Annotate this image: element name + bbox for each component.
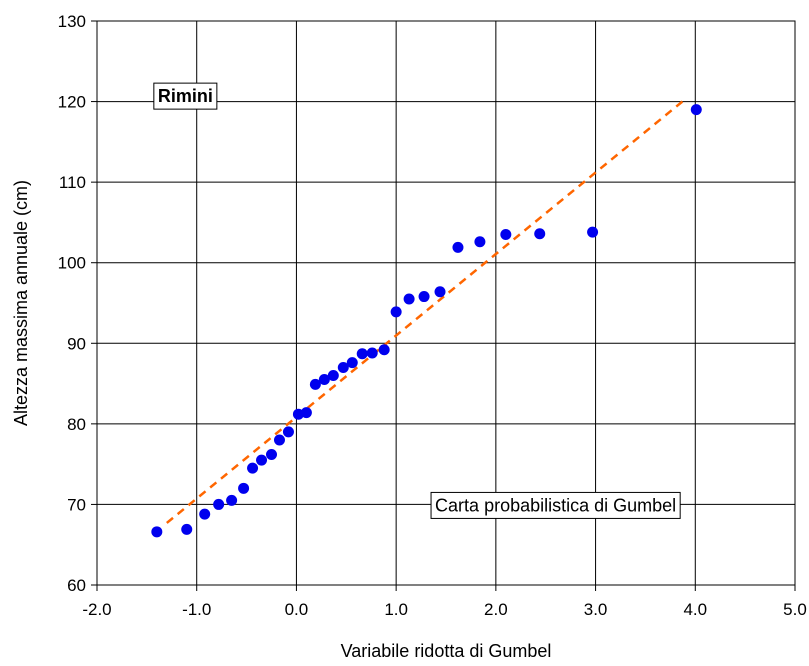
data-point xyxy=(587,226,599,238)
station-label: Rimini xyxy=(153,82,218,110)
data-point xyxy=(226,494,238,506)
data-point xyxy=(356,348,368,360)
x-axis-title: Variabile ridotta di Gumbel xyxy=(341,641,552,661)
annotation-layer: Rimini Carta probabilistica di Gumbel xyxy=(153,82,681,519)
y-tick-label: 130 xyxy=(58,12,86,31)
data-point xyxy=(309,378,321,390)
data-point xyxy=(534,228,546,240)
data-point xyxy=(199,508,211,520)
data-point xyxy=(403,293,415,305)
data-point xyxy=(346,357,358,369)
data-point xyxy=(213,498,225,510)
data-point xyxy=(366,347,378,359)
x-tick-label: -2.0 xyxy=(82,600,111,619)
data-point xyxy=(378,344,390,356)
data-point xyxy=(282,426,294,438)
chart-type-label: Carta probabilistica di Gumbel xyxy=(430,491,681,519)
data-point xyxy=(273,434,285,446)
data-point xyxy=(500,229,512,241)
tick-labels: -2.0 -1.0 0.0 1.0 2.0 3.0 4.0 5.0 60 70 80 90 100 110… xyxy=(58,12,807,619)
y-tick-label: 120 xyxy=(58,93,86,112)
x-tick-label: -1.0 xyxy=(182,600,211,619)
data-point xyxy=(327,370,339,382)
x-tick-label: 1.0 xyxy=(384,600,408,619)
data-point xyxy=(247,462,259,474)
data-point xyxy=(151,526,163,538)
y-tick-label: 80 xyxy=(67,415,86,434)
grid-layer xyxy=(96,20,796,586)
data-point xyxy=(300,407,312,419)
data-point xyxy=(390,306,402,318)
annotation-text: Carta probabilistica di Gumbel xyxy=(435,495,676,515)
data-point xyxy=(690,104,702,116)
data-point xyxy=(474,236,486,248)
data-point xyxy=(418,291,430,303)
data-point xyxy=(256,454,268,466)
data-point xyxy=(181,523,193,535)
points-layer xyxy=(151,104,702,538)
data-point xyxy=(266,448,277,460)
x-tick-label: 5.0 xyxy=(783,600,807,619)
x-tick-label: 3.0 xyxy=(584,600,608,619)
data-point xyxy=(238,482,250,494)
x-tick-label: 0.0 xyxy=(285,600,309,619)
data-point xyxy=(318,374,330,386)
x-tick-label: 2.0 xyxy=(484,600,508,619)
data-point xyxy=(452,241,464,253)
data-point xyxy=(337,361,349,373)
data-point xyxy=(434,286,446,298)
y-axis-title: Altezza massima annuale (cm) xyxy=(11,180,31,426)
fit-line xyxy=(166,98,687,524)
y-tick-label: 90 xyxy=(67,334,86,353)
y-tick-label: 70 xyxy=(67,495,86,514)
annotation-box xyxy=(153,82,218,110)
plot-frame xyxy=(96,20,796,586)
x-tick-label: 4.0 xyxy=(683,600,707,619)
annotation-box xyxy=(430,491,681,519)
y-tick-label: 100 xyxy=(58,254,86,273)
y-tick-label: 110 xyxy=(59,173,86,192)
fit-line-layer xyxy=(166,98,687,524)
y-tick-label: 60 xyxy=(67,576,86,595)
annotation-text: Rimini xyxy=(158,86,213,106)
